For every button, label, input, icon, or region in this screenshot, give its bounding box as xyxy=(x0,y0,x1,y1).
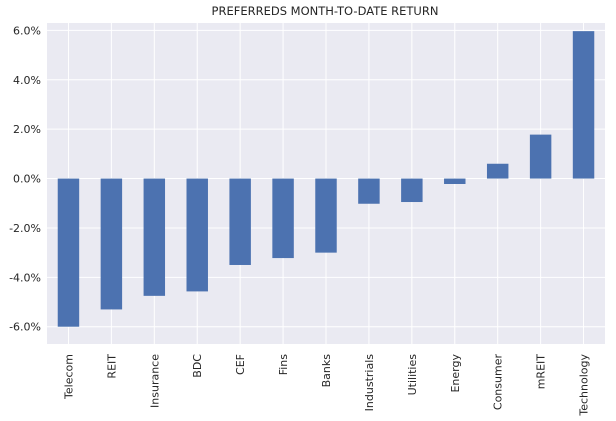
x-tick-label: Energy xyxy=(449,354,462,393)
bar-fins xyxy=(272,178,294,259)
y-tick-label: -2.0% xyxy=(9,222,41,235)
y-axis-ticks: -6.0% -4.0% -2.0% 0.0% 2.0% 4.0% 6.0% xyxy=(9,24,41,333)
bar-technology xyxy=(572,31,595,179)
bar-industrials xyxy=(358,178,380,204)
y-tick-label: -4.0% xyxy=(9,271,41,284)
bar-cef xyxy=(229,178,251,265)
x-tick-label: BDC xyxy=(191,354,204,378)
bar-mreit xyxy=(529,134,552,179)
y-tick-label: -6.0% xyxy=(9,321,41,334)
x-tick-label: Banks xyxy=(320,354,333,388)
bar-utilities xyxy=(401,178,423,203)
bars xyxy=(57,31,595,327)
x-tick-label: Industrials xyxy=(363,354,376,412)
bar-consumer xyxy=(486,163,509,179)
bar-insurance xyxy=(143,178,166,296)
x-tick-label: Fins xyxy=(277,354,290,376)
y-tick-label: 0.0% xyxy=(13,173,41,186)
bar-telecom xyxy=(57,178,80,327)
x-tick-label: REIT xyxy=(105,354,118,379)
x-tick-label: CEF xyxy=(234,354,247,375)
bar-banks xyxy=(315,178,337,253)
y-tick-label: 6.0% xyxy=(13,24,41,37)
x-tick-label: Technology xyxy=(578,354,591,417)
bar-energy xyxy=(444,178,466,184)
bar-reit xyxy=(100,178,123,310)
x-tick-label: Telecom xyxy=(62,354,75,400)
y-tick-label: 4.0% xyxy=(13,74,41,87)
x-tick-label: Utilities xyxy=(406,354,419,396)
x-tick-label: Consumer xyxy=(492,354,505,411)
x-axis-ticks: Telecom REIT Insurance BDC CEF Fins Banks Indus… xyxy=(62,354,590,417)
y-tick-label: 2.0% xyxy=(13,123,41,136)
x-tick-label: mREIT xyxy=(535,354,548,390)
chart-title: PREFERREDS MONTH-TO-DATE RETURN xyxy=(212,4,439,18)
x-tick-label: Insurance xyxy=(148,354,161,408)
bar-bdc xyxy=(186,178,208,292)
